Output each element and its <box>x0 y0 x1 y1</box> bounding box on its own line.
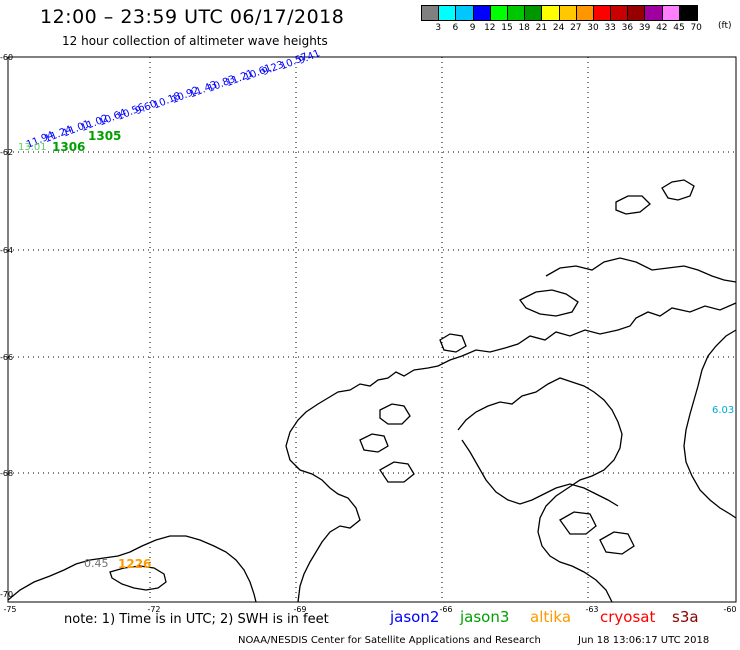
legend-swatch-24 <box>542 6 560 20</box>
legend-label-9: 9 <box>469 23 476 33</box>
legend-label-27: 27 <box>570 23 582 33</box>
island-north-2 <box>615 195 651 215</box>
jason2-track: 11.9411.2411.0111.0210.6410.569.6010.181… <box>25 48 322 151</box>
lon-label-75: -75 <box>3 605 16 614</box>
footer-note: note: 1) Time is in UTC; 2) SWH is in fe… <box>64 612 329 627</box>
legend-label-18: 18 <box>518 23 530 33</box>
legend-label-21: 21 <box>535 23 548 33</box>
lat-label-62: -62 <box>0 148 13 157</box>
legend-label-33: 33 <box>604 23 616 33</box>
jason3-value-label: 13.01 <box>18 142 47 153</box>
island-north-3 <box>545 257 737 283</box>
coastline-east <box>683 329 737 519</box>
lon-label-60: -60 <box>723 605 736 614</box>
lon-label-66: -66 <box>439 605 452 614</box>
legend-label-45: 45 <box>673 23 685 33</box>
lat-label-60: -60 <box>0 53 13 62</box>
legend-label-42: 42 <box>656 23 668 33</box>
island-north-1 <box>661 179 695 201</box>
island-group-3 <box>379 403 411 425</box>
legend-swatch-15 <box>490 6 508 20</box>
jason3-time-label: 1305 <box>88 129 121 143</box>
legend-unit: (ft) <box>718 21 732 31</box>
legend-swatch-27 <box>559 6 577 20</box>
legend-label-3: 3 <box>435 23 442 33</box>
legend-label-24: 24 <box>552 23 565 33</box>
satellite-s3a: s3a <box>672 608 699 626</box>
altika-time-label: 1226 <box>118 557 151 571</box>
legend-swatch-18 <box>507 6 526 20</box>
legend-label-36: 36 <box>621 23 634 33</box>
lon-label-72: -72 <box>147 605 160 614</box>
coastline-bay <box>461 439 619 507</box>
satellite-jason3: jason3 <box>460 608 510 626</box>
coastline-inner-gulf <box>457 377 623 603</box>
credit-line: NOAA/NESDIS Center for Satellite Applica… <box>238 635 541 646</box>
legend-label-30: 30 <box>587 23 599 33</box>
legend-swatch-3 <box>422 6 440 20</box>
generated-timestamp: Jun 18 13:06:17 UTC 2018 <box>578 635 710 646</box>
island-group-6 <box>559 511 597 535</box>
coastline-southwest <box>7 535 257 603</box>
legend-label-15: 15 <box>501 23 513 33</box>
legend-label-12: 12 <box>484 23 496 33</box>
altika-value-label: 0.45 <box>84 557 109 570</box>
legend-swatch-33 <box>593 6 612 20</box>
east-value-label: 6.03 <box>712 405 734 416</box>
map-title: 12:00 – 23:59 UTC 06/17/2018 <box>40 6 345 28</box>
legend-swatch-45 <box>662 6 680 20</box>
legend-swatch-36 <box>611 6 629 20</box>
legend-swatch-6 <box>439 6 457 20</box>
lon-label-69: -69 <box>293 605 306 614</box>
satellite-altika: altika <box>530 608 572 626</box>
legend-label-70: 70 <box>690 23 702 33</box>
coastline-south-tip <box>109 565 167 591</box>
island-group-2 <box>439 333 467 353</box>
satellite-jason2: jason2 <box>390 608 440 626</box>
legend-color-bar <box>421 5 698 21</box>
lat-label-68: -68 <box>0 469 13 478</box>
legend-swatch-12 <box>473 6 491 20</box>
legend-label-39: 39 <box>638 23 651 33</box>
map-frame <box>7 56 737 603</box>
legend-swatch-42 <box>645 6 663 20</box>
lat-label-64: -64 <box>0 246 13 255</box>
legend-swatch-9 <box>456 6 474 20</box>
island-group-7 <box>599 531 635 555</box>
lon-label-63: -63 <box>585 605 598 614</box>
lat-label-66: -66 <box>0 353 13 362</box>
jason2-wave-height-label: 9.41 <box>297 48 322 67</box>
satellite-cryosat: cryosat <box>600 608 656 626</box>
graticule <box>8 57 736 602</box>
legend-swatch-39 <box>628 6 646 20</box>
island-group-1 <box>519 289 579 317</box>
legend-swatch-30 <box>576 6 594 20</box>
island-group-4 <box>359 433 389 453</box>
legend-label-6: 6 <box>452 23 459 33</box>
coastline-peninsula-west <box>285 302 737 603</box>
legend-swatch-21 <box>525 6 543 20</box>
coastline <box>7 179 737 603</box>
map-subtitle: 12 hour collection of altimeter wave hei… <box>62 34 328 48</box>
jason2-time-label: 1306 <box>52 140 85 154</box>
legend-swatch-70 <box>679 6 697 20</box>
island-group-5 <box>379 461 415 483</box>
lat-label-70: -70 <box>0 590 13 599</box>
wave-height-legend: 3 6 9 12 15 18 21 24 27 30 33 36 39 42 45 70 <box>421 5 702 35</box>
legend-labels: 3 6 9 12 15 18 21 24 27 30 33 36 39 42 45 70 <box>421 21 702 35</box>
